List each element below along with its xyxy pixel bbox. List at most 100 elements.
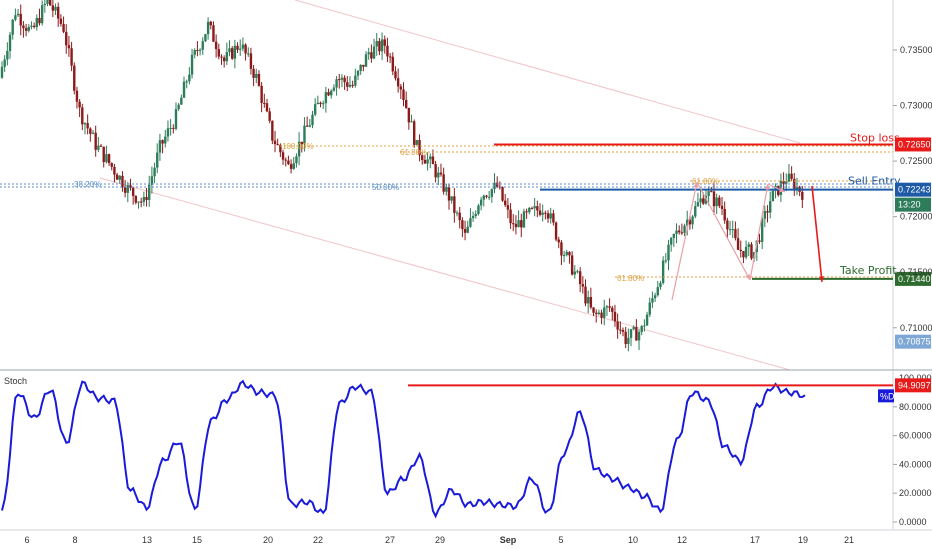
candle-body [137, 201, 140, 203]
candle-body [771, 190, 775, 202]
candle-body [177, 104, 180, 110]
candle-body [619, 329, 622, 331]
candle-body [431, 156, 435, 165]
candle-body [391, 56, 394, 72]
candle-body [354, 75, 357, 86]
candle-body [718, 197, 721, 206]
candle-body [249, 53, 253, 69]
stoch-series-tag-box [878, 389, 894, 403]
time-tick-label: 22 [313, 535, 323, 545]
candle-body [19, 13, 22, 26]
candle-body [653, 295, 657, 299]
candle-body [600, 312, 603, 318]
fib-level-label: 61.80% [692, 177, 719, 186]
candle-body [73, 65, 76, 91]
stoch-value-tag-box [895, 378, 931, 393]
candle-body [766, 211, 769, 213]
candle-body [696, 202, 700, 207]
candle-body [142, 197, 146, 202]
candle-body [586, 297, 590, 304]
candle-body [442, 174, 445, 192]
fib-level-label: 100.00% [282, 142, 314, 151]
candle-body [11, 19, 14, 35]
candle-body [404, 99, 408, 108]
candle-body [126, 185, 130, 193]
candle-body [295, 156, 298, 164]
candle-body [498, 186, 502, 188]
candle-body [485, 195, 488, 197]
candle-body [723, 208, 726, 221]
candle-body [244, 44, 247, 54]
candle-body [694, 206, 697, 217]
projection-arrow-head [745, 274, 750, 280]
candle-body [35, 17, 38, 28]
candle-body [763, 211, 767, 219]
stoch-pane: Stoch 80.0000 60.0000 40.0000 20.0000 0.0000… [1, 371, 932, 530]
channel-upper-line [294, 0, 801, 144]
time-axis: 6 8 13 15 20 22 27 29 Sep 5 10 12 17 19 21 [24, 535, 854, 545]
candle-body [180, 97, 183, 105]
candle-body [311, 114, 314, 126]
candle-body [782, 180, 785, 184]
candle-body [156, 152, 159, 168]
candle-body [268, 111, 271, 121]
candle-body [544, 212, 547, 214]
candle-body [509, 209, 512, 224]
candle-body [38, 17, 41, 24]
time-tick-label: 8 [72, 535, 77, 545]
candle-body [396, 78, 400, 87]
candle-body [493, 182, 496, 190]
candle-body [742, 250, 745, 258]
candle-body [370, 52, 373, 59]
fib-level-label: 50.00% [372, 183, 399, 192]
price-tick-label: 0.72500 [900, 156, 932, 166]
take-profit-tag-box [895, 271, 931, 286]
candle-body [271, 120, 274, 141]
candle-body [394, 71, 397, 79]
candle-body [196, 50, 199, 52]
stoch-value-tag-text: 94.9097 [898, 380, 931, 390]
stoch-tick-label: 40.0000 [899, 459, 932, 469]
candle-body [158, 140, 162, 153]
candle-body [102, 146, 105, 163]
candle-body [785, 181, 788, 184]
candle-body [533, 206, 536, 209]
candle-body [801, 191, 804, 200]
candle-body [161, 140, 164, 144]
sell-arrow [811, 185, 823, 282]
candle-body [255, 73, 258, 78]
candle-body [621, 330, 625, 332]
candle-body [707, 191, 710, 196]
stoch-title: Stoch [4, 376, 27, 386]
candle-body [8, 34, 12, 52]
candle-body [595, 312, 598, 314]
candle-body [758, 240, 761, 242]
candle-body [699, 198, 702, 203]
candle-body [541, 212, 544, 215]
candle-body [760, 218, 764, 242]
candle-body [198, 49, 202, 51]
candle-body [402, 89, 405, 100]
candle-body [774, 185, 777, 191]
candle-body [94, 132, 97, 150]
countdown-tag-text: 13:20 [898, 200, 921, 210]
candle-body [292, 163, 295, 169]
candle-body [281, 152, 285, 160]
candle-body [59, 18, 63, 24]
candle-body [477, 205, 480, 214]
candle-body [482, 195, 485, 200]
candle-body [640, 326, 643, 332]
candle-body [769, 201, 772, 213]
candle-body [429, 156, 432, 160]
candle-body [273, 140, 277, 145]
price-tick-label: 0.73000 [900, 101, 932, 111]
candle-body [439, 172, 443, 175]
candle-body [557, 239, 560, 243]
time-tick-label: 13 [142, 535, 152, 545]
candle-body [795, 186, 799, 191]
candle-body [24, 28, 28, 31]
candle-body [113, 166, 116, 175]
candle-body [265, 103, 269, 112]
candle-body [367, 52, 370, 55]
candle-body [121, 175, 124, 188]
